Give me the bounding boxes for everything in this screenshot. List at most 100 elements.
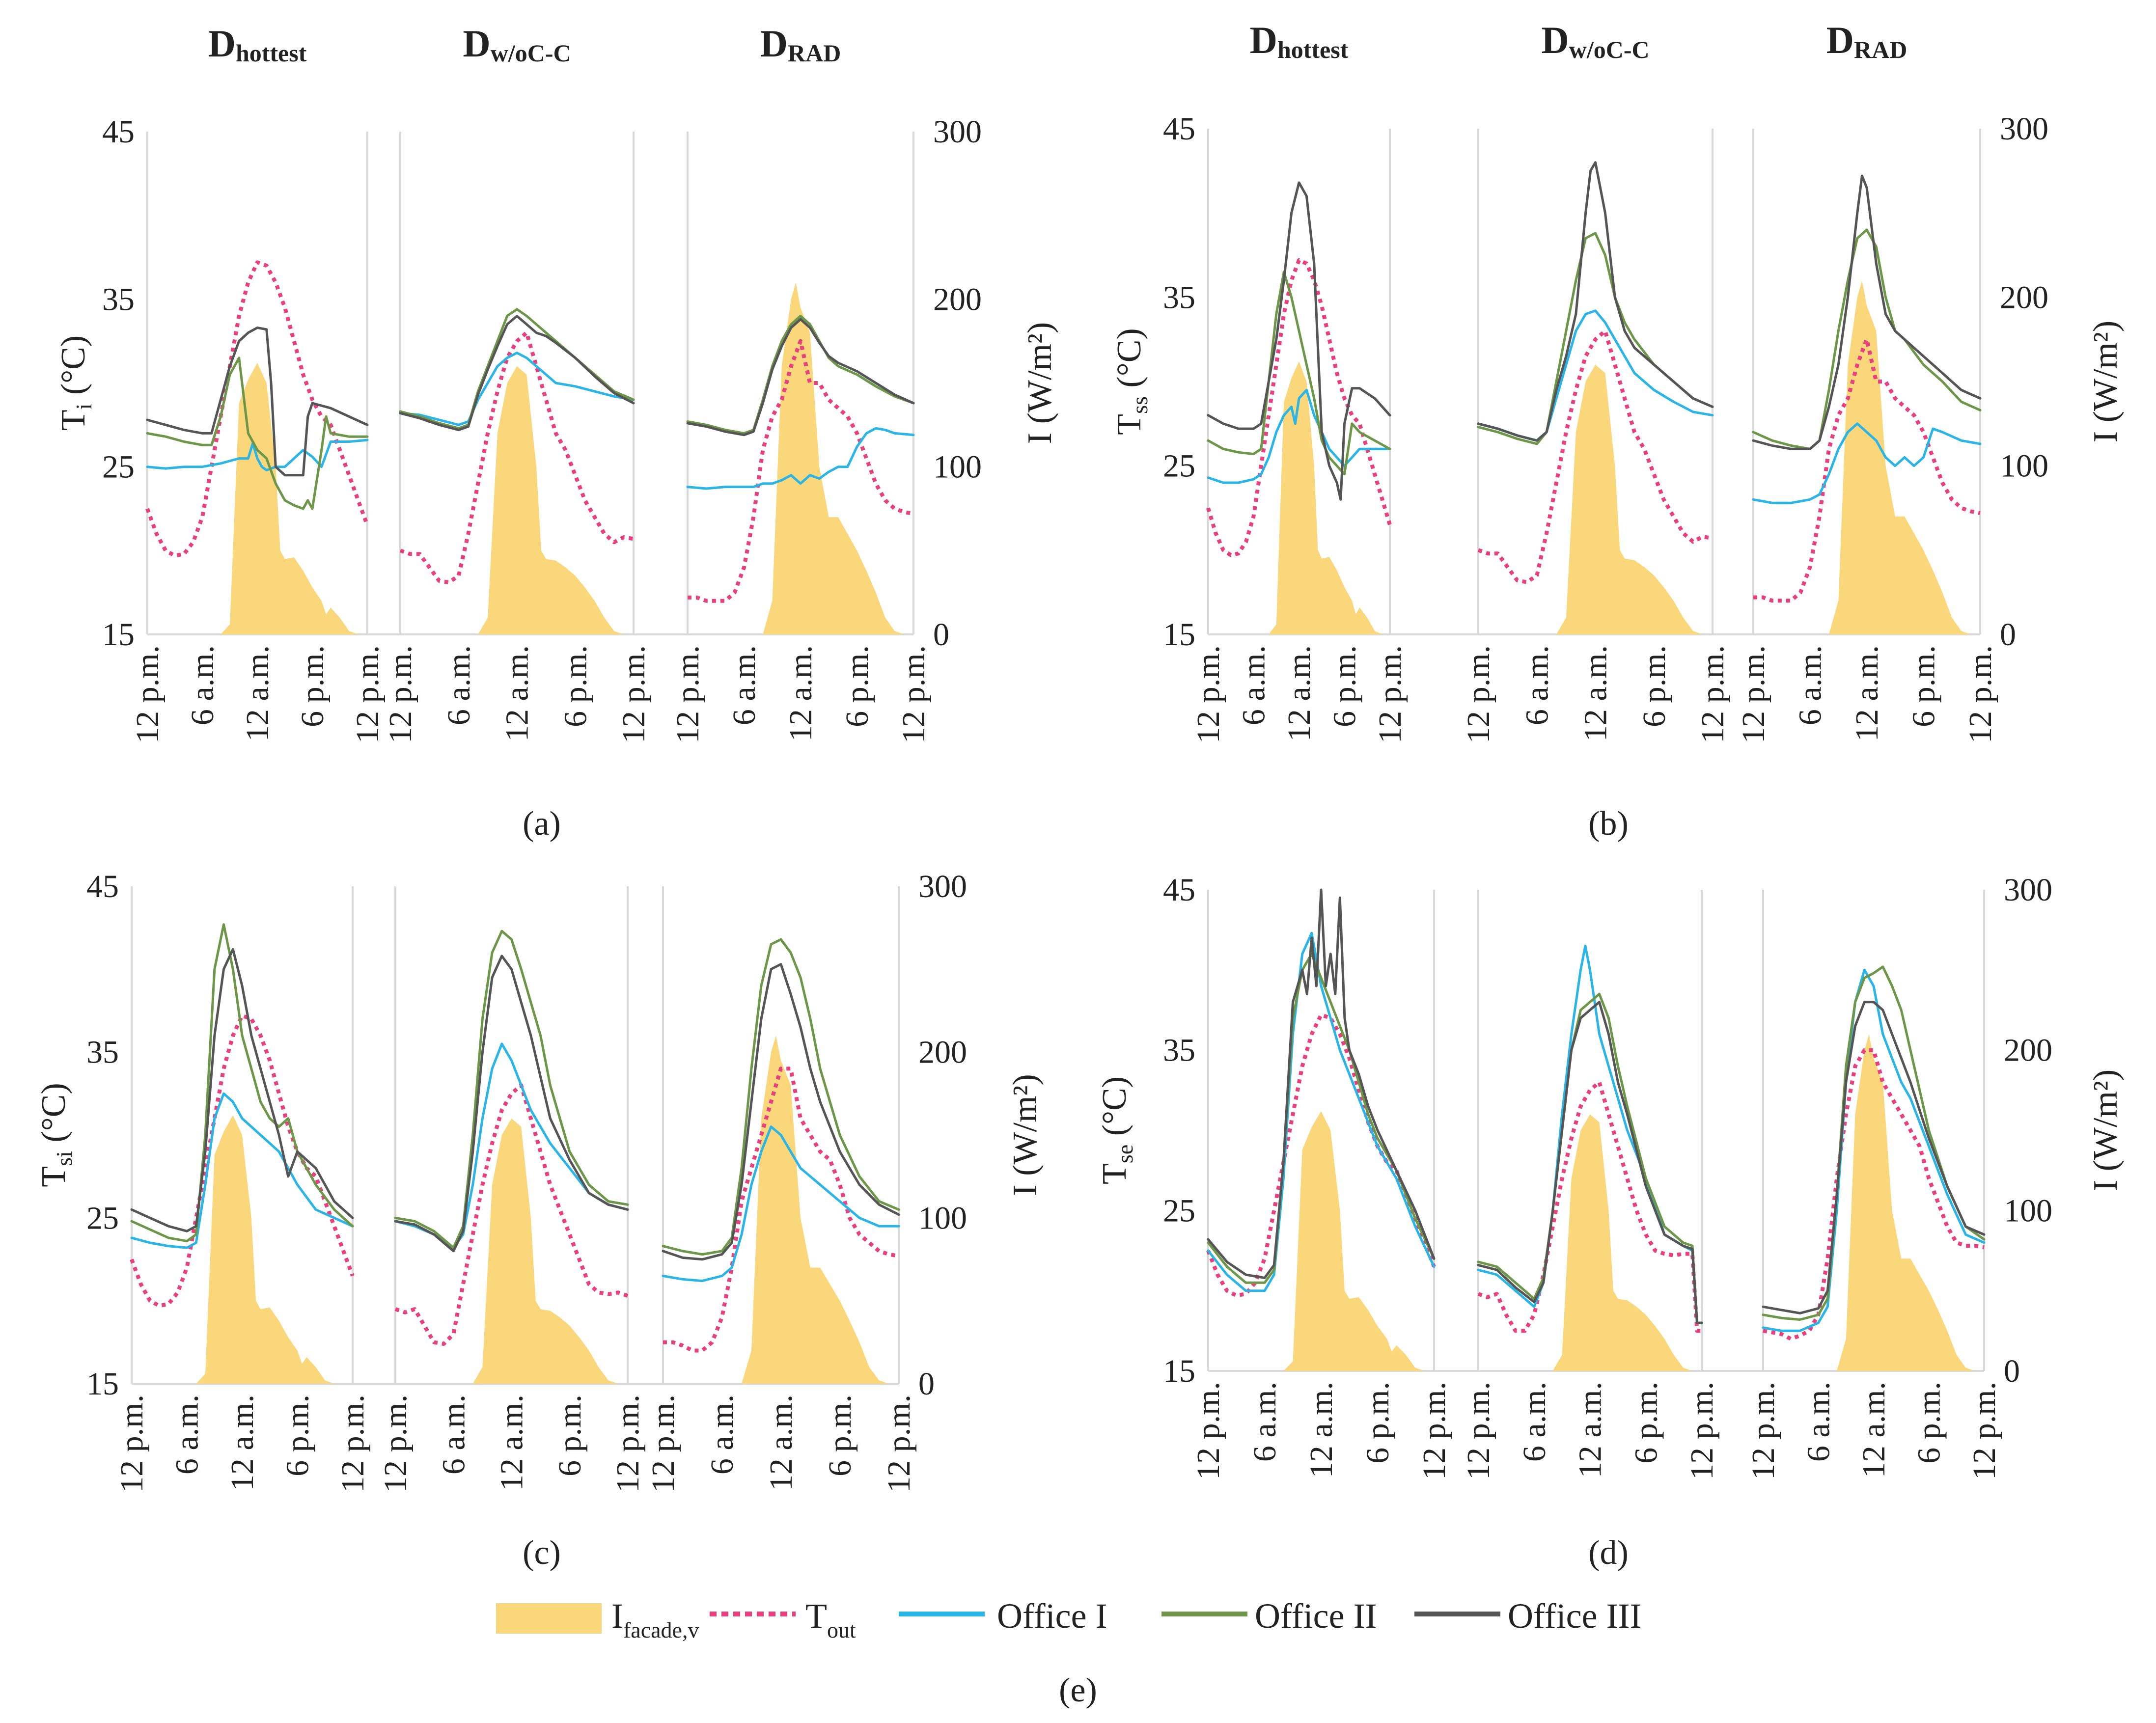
legend-irr-main: I bbox=[611, 1596, 623, 1636]
y-tick-label: 45 bbox=[1163, 872, 1195, 908]
panel-title-sub: hottest bbox=[236, 39, 307, 67]
y-tick-label: 15 bbox=[1163, 1353, 1195, 1389]
panel-title-sub: w/oC-C bbox=[491, 39, 571, 67]
y-tick-label: 25 bbox=[1163, 1193, 1195, 1229]
x-tick-label: 12 a.m. bbox=[763, 1395, 799, 1491]
chart-c: 12 p.m. 6 a.m. 12 a.m. 6 p.m. 12 p.m. 12 p.m.… bbox=[35, 869, 1044, 1572]
irradiance-area bbox=[1837, 1034, 1975, 1371]
y2-tick-label: 200 bbox=[933, 281, 982, 317]
t-out-series bbox=[1753, 337, 1981, 603]
chart-caption: (d) bbox=[1588, 1534, 1629, 1572]
office-3-series bbox=[130, 948, 354, 1232]
legend-irr-sub: facade,v bbox=[623, 1617, 699, 1642]
x-tick-label: 6 a.m. bbox=[1247, 1382, 1283, 1462]
panel-c-3: 12 p.m. 6 a.m. 12 a.m. 6 p.m. 12 p.m. bbox=[645, 886, 917, 1493]
y2-axis-label: I (W/m²) bbox=[1021, 322, 1059, 444]
y2-axis-label: I (W/m²) bbox=[2087, 1069, 2125, 1191]
office-1-series bbox=[399, 352, 635, 426]
office-2-series bbox=[1207, 953, 1436, 1284]
x-tick-label: 12 p.m. bbox=[1416, 1382, 1452, 1480]
panel-c-1: 12 p.m. 6 a.m. 12 a.m. 6 p.m. 12 p.m. bbox=[114, 886, 371, 1493]
x-tick-label: 6 p.m. bbox=[557, 645, 593, 727]
x-tick-label: 12 a.m. bbox=[1856, 1382, 1892, 1478]
panel-a-1: 12 p.m. 6 a.m. 12 a.m. 6 p.m. 12 p.m. Dhottes… bbox=[130, 22, 386, 743]
chart-caption: (b) bbox=[1588, 805, 1629, 843]
charts-layer: 12 p.m. 6 a.m. 12 a.m. 6 p.m. 12 p.m.Dhottes… bbox=[35, 19, 2125, 1572]
x-tick-label: 6 a.m. bbox=[1793, 645, 1828, 725]
x-tick-label: 12 a.m. bbox=[499, 645, 535, 741]
x-tick-label: 6 a.m. bbox=[1236, 645, 1272, 725]
x-tick-label: 6 p.m. bbox=[1327, 645, 1363, 727]
x-tick-label: 12 p.m. bbox=[383, 645, 418, 743]
chart-a: 12 p.m. 6 a.m. 12 a.m. 6 p.m. 12 p.m. Dhottes… bbox=[55, 22, 1059, 843]
panel-a-3: 12 p.m. 6 a.m. 12 a.m. 6 p.m. 12 p.m. DRAD bbox=[670, 22, 932, 743]
x-tick-label: 12 p.m. bbox=[1461, 1382, 1496, 1480]
office-1-series bbox=[1207, 931, 1436, 1292]
x-tick-label: 12 a.m. bbox=[494, 1395, 530, 1491]
y-tick-label: 15 bbox=[1163, 617, 1195, 653]
x-tick-label: 6 a.m. bbox=[169, 1395, 205, 1475]
x-tick-label: 12 a.m. bbox=[1849, 645, 1885, 741]
y2-tick-label: 300 bbox=[918, 869, 967, 904]
y-axis-label-unit: (°C) bbox=[35, 1083, 73, 1151]
x-tick-label: 6 p.m. bbox=[280, 1395, 316, 1477]
irradiance-area bbox=[742, 1035, 889, 1384]
panel-b-2: 12 p.m. 6 a.m. 12 a.m. 6 p.m. 12 p.m. Dw/oC-C bbox=[1461, 19, 1731, 743]
t-out-series bbox=[688, 339, 914, 603]
y-axis-label-sub: i bbox=[71, 404, 96, 410]
office-1-series bbox=[1762, 968, 1986, 1332]
x-tick-label: 12 a.m. bbox=[1281, 645, 1317, 741]
x-tick-label: 12 p.m. bbox=[335, 1395, 371, 1493]
panel-b-1: 12 p.m. 6 a.m. 12 a.m. 6 p.m. 12 p.m.Dhottes… bbox=[1190, 19, 1408, 743]
panel-title: Dhottest bbox=[1250, 19, 1349, 63]
y-tick-label: 25 bbox=[1163, 448, 1195, 484]
x-tick-label: 12 p.m. bbox=[130, 645, 166, 743]
office-3-series bbox=[662, 963, 900, 1261]
office-3-series bbox=[1207, 888, 1436, 1279]
irradiance-area bbox=[1283, 1111, 1425, 1371]
panel-title: Dhottest bbox=[208, 22, 307, 67]
x-tick-label: 6 p.m. bbox=[839, 645, 875, 727]
office-3-series bbox=[1762, 1001, 1986, 1314]
panel-c-2: 12 p.m. 6 a.m. 12 a.m. 6 p.m. 12 p.m. bbox=[378, 886, 646, 1493]
office-3-series bbox=[399, 315, 635, 432]
panel-title: Dw/oC-C bbox=[463, 22, 571, 67]
chart-b: 12 p.m. 6 a.m. 12 a.m. 6 p.m. 12 p.m.Dhottes… bbox=[1110, 19, 2125, 843]
x-tick-label: 12 p.m. bbox=[645, 1395, 681, 1493]
office-2-series bbox=[1477, 992, 1703, 1324]
x-tick-label: 6 a.m. bbox=[436, 1395, 471, 1475]
legend-tout-label: Tout bbox=[805, 1596, 856, 1642]
panel-title-sub: hottest bbox=[1277, 36, 1349, 63]
y-axis-label: Tse (°C) bbox=[1096, 1076, 1137, 1184]
panel-title-main: D bbox=[208, 22, 236, 65]
panel-title-main: D bbox=[1250, 19, 1277, 61]
office-1-series bbox=[1207, 388, 1391, 484]
panel-title-sub: RAD bbox=[788, 39, 841, 67]
x-tick-label: 6 p.m. bbox=[295, 645, 331, 727]
t-out-series bbox=[399, 330, 634, 585]
y2-tick-label: 300 bbox=[933, 114, 982, 150]
x-tick-label: 12 p.m. bbox=[378, 1395, 414, 1493]
y-axis-label-main: T bbox=[35, 1166, 73, 1187]
legend-tout-main: T bbox=[805, 1596, 827, 1636]
office-3-series bbox=[1207, 181, 1391, 501]
y-axis-label-sub: si bbox=[52, 1151, 77, 1166]
y-tick-label: 35 bbox=[102, 281, 135, 317]
office-2-series bbox=[146, 356, 369, 510]
y2-tick-label: 100 bbox=[918, 1200, 967, 1236]
x-tick-label: 12 p.m. bbox=[610, 1395, 646, 1493]
panel-d-1: 12 p.m. 6 a.m. 12 a.m. 6 p.m. 12 p.m. bbox=[1190, 888, 1452, 1480]
y-tick-label: 25 bbox=[102, 449, 135, 485]
office-3-series bbox=[1752, 174, 1982, 450]
y2-tick-label: 200 bbox=[918, 1035, 967, 1070]
office-1-series bbox=[1752, 422, 1982, 504]
y-tick-label: 15 bbox=[102, 617, 135, 653]
t-out-series bbox=[1477, 1080, 1702, 1333]
office-3-series bbox=[686, 318, 915, 437]
legend: Ifacade,v Tout Office I Office II Office III… bbox=[496, 1596, 1642, 1709]
y2-tick-label: 0 bbox=[918, 1366, 935, 1402]
t-out-series bbox=[1477, 329, 1713, 584]
x-tick-label: 6 a.m. bbox=[1519, 645, 1555, 725]
y2-tick-label: 200 bbox=[2004, 1033, 2052, 1068]
y-tick-label: 35 bbox=[1163, 1033, 1195, 1068]
